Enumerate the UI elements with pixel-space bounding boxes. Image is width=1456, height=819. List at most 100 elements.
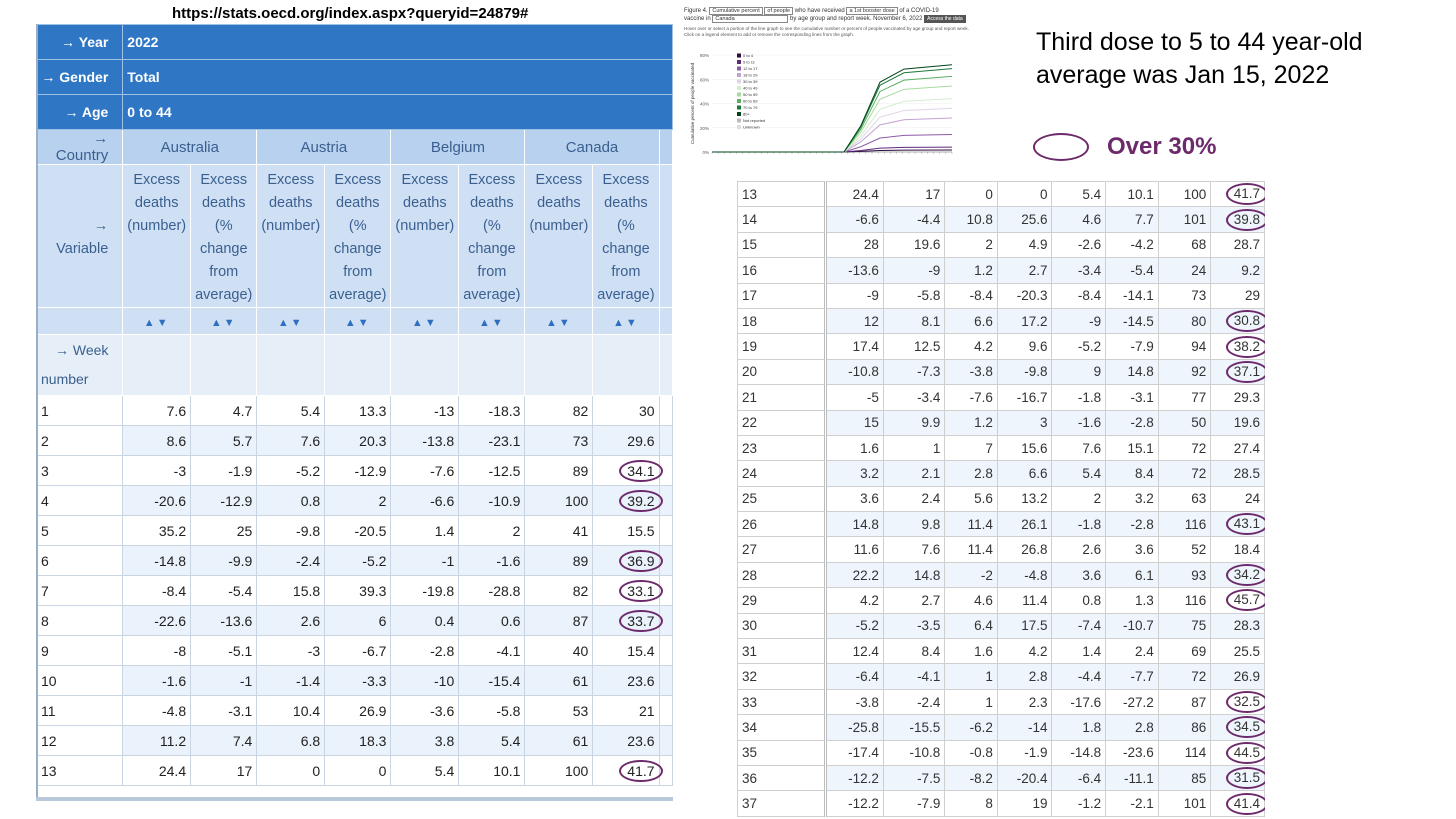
figure-suffix: of a COVID-19 — [899, 8, 939, 14]
legend-swatch[interactable] — [737, 99, 741, 103]
data-cell: 14.8 — [825, 511, 884, 538]
data-cell: 10.4 — [256, 695, 326, 726]
variable-word: deaths — [268, 195, 313, 211]
of-select[interactable]: of people — [764, 7, 794, 15]
data-cell: 9.6 — [996, 333, 1053, 360]
series-line[interactable] — [712, 64, 953, 153]
data-cell: -5.2 — [256, 455, 326, 486]
table-row: 4 -20.6 -12.9 0.8 2 -6.6 -10.9 100 39.2 — [36, 485, 673, 516]
table-row: 16 -13.6 -9 1.2 2.7 -3.4 -5.4 24 9.2 — [737, 257, 1265, 284]
sort-descending-icon[interactable]: ▼ — [625, 317, 639, 329]
data-cell: 15.5 — [592, 515, 660, 546]
circled-value: 39.8 — [1225, 208, 1265, 231]
sort-ascending-icon[interactable]: ▲ — [210, 317, 224, 329]
sort-descending-icon[interactable]: ▼ — [156, 317, 170, 329]
data-cell: -9.8 — [996, 358, 1053, 386]
metric-select[interactable]: Cumulative percent — [709, 7, 763, 15]
overflow-cell — [658, 695, 673, 726]
data-cell: 0 — [324, 755, 392, 786]
legend-swatch[interactable] — [737, 73, 741, 77]
data-cell: -7.6 — [390, 455, 460, 486]
data-cell: 12 — [825, 307, 884, 335]
access-data-button[interactable]: Access the data — [924, 15, 966, 23]
week-number: 13 — [737, 181, 828, 208]
legend-swatch[interactable] — [737, 60, 741, 64]
y-tick-label: 60% — [700, 77, 709, 82]
legend-swatch[interactable] — [737, 53, 741, 58]
dimension-label[interactable]: → Year — [36, 24, 124, 60]
data-cell: -17.6 — [1051, 688, 1107, 716]
data-cell: -17.4 — [825, 739, 884, 766]
data-cell: -7.7 — [1105, 663, 1159, 690]
legend-swatch[interactable] — [737, 66, 741, 71]
sort-ascending-icon[interactable]: ▲ — [613, 317, 626, 329]
data-cell: 1 — [944, 663, 998, 690]
sort-descending-icon[interactable]: ▼ — [491, 317, 505, 329]
legend-swatch[interactable] — [737, 112, 741, 116]
data-cell: -10.8 — [882, 739, 946, 766]
variable-word: deaths — [604, 195, 648, 211]
country-select[interactable]: Canada — [712, 15, 789, 23]
table-row: 5 35.2 25 -9.8 -20.5 1.4 2 41 15.5 — [36, 515, 673, 546]
dimension-label[interactable]: → Age — [36, 94, 124, 130]
sort-ascending-icon[interactable]: ▲ — [143, 317, 157, 329]
week-header-blank — [256, 334, 326, 396]
data-cell: 1.8 — [1051, 714, 1107, 741]
data-cell: -8 — [122, 635, 192, 666]
legend-swatch[interactable] — [737, 79, 741, 84]
table-row: 33 -3.8 -2.4 1 2.3 -17.6 -27.2 87 32.5 — [737, 688, 1265, 716]
legend-swatch[interactable] — [737, 105, 741, 110]
dimension-label[interactable]: → Gender — [36, 59, 124, 95]
data-cell: -10.7 — [1105, 612, 1159, 640]
sort-row-overflow — [658, 307, 673, 335]
data-cell: -4.1 — [882, 663, 946, 690]
sort-descending-icon[interactable]: ▼ — [357, 317, 371, 329]
data-cell: 69 — [1157, 638, 1212, 665]
data-cell: 33.7 — [592, 605, 663, 636]
data-cell: 41.7 — [1210, 181, 1265, 208]
data-cell: 5.4 — [390, 755, 460, 786]
legend-swatch[interactable] — [737, 86, 741, 90]
country-dimension-label[interactable]: → Country — [36, 129, 124, 165]
sort-ascending-icon[interactable]: ▲ — [411, 317, 425, 329]
country-header-row: → Country Australia Austria Belgium Canada — [36, 129, 673, 165]
data-cell: -9 — [882, 257, 946, 284]
data-cell: -3.1 — [190, 695, 258, 726]
sort-arrows: ▲▼ — [390, 307, 460, 335]
data-cell: 116 — [1157, 587, 1212, 614]
week-dimension-label[interactable]: → Week number — [36, 334, 124, 396]
week-number: 9 — [36, 635, 124, 666]
data-cell: 4.6 — [944, 587, 998, 614]
sort-descending-icon[interactable]: ▼ — [223, 317, 237, 329]
circled-value: 34.2 — [1225, 564, 1265, 587]
legend-label: 12 to 17 — [743, 66, 758, 71]
legend-swatch[interactable] — [737, 92, 741, 97]
series-line[interactable] — [712, 134, 953, 153]
sort-ascending-icon[interactable]: ▲ — [478, 317, 492, 329]
dose-select[interactable]: a 1st booster dose — [846, 7, 898, 15]
data-cell: -6.2 — [944, 714, 998, 741]
vaccination-line-chart[interactable]: 80% 60% 40% 20% 0% Cumulative percent of peop… — [684, 47, 969, 177]
sort-descending-icon[interactable]: ▼ — [424, 317, 438, 329]
data-cell: 3.6 — [825, 485, 884, 513]
sort-descending-icon[interactable]: ▼ — [290, 317, 304, 329]
sort-ascending-icon[interactable]: ▲ — [344, 317, 358, 329]
data-cell: -14.1 — [1105, 282, 1159, 309]
variable-word: average) — [463, 287, 521, 303]
series-line[interactable] — [712, 146, 953, 153]
data-cell: -20.4 — [996, 764, 1053, 792]
sort-ascending-icon[interactable]: ▲ — [545, 317, 559, 329]
dimension-row: → Year 2022 — [36, 24, 673, 60]
sort-ascending-icon[interactable]: ▲ — [277, 317, 291, 329]
week-number: 20 — [737, 358, 828, 386]
variable-header-number: Excess deaths (number) — [256, 164, 326, 308]
data-cell: 61 — [524, 665, 594, 696]
data-cell: 6.6 — [996, 460, 1053, 487]
variable-word: change — [468, 241, 516, 257]
variable-word: (number) — [395, 218, 455, 234]
sort-descending-icon[interactable]: ▼ — [558, 317, 572, 329]
data-cell: 25.5 — [1210, 638, 1265, 665]
legend-swatch[interactable] — [737, 125, 741, 129]
legend-swatch[interactable] — [737, 118, 741, 123]
variable-dimension-label[interactable]: → Variable — [36, 164, 124, 308]
